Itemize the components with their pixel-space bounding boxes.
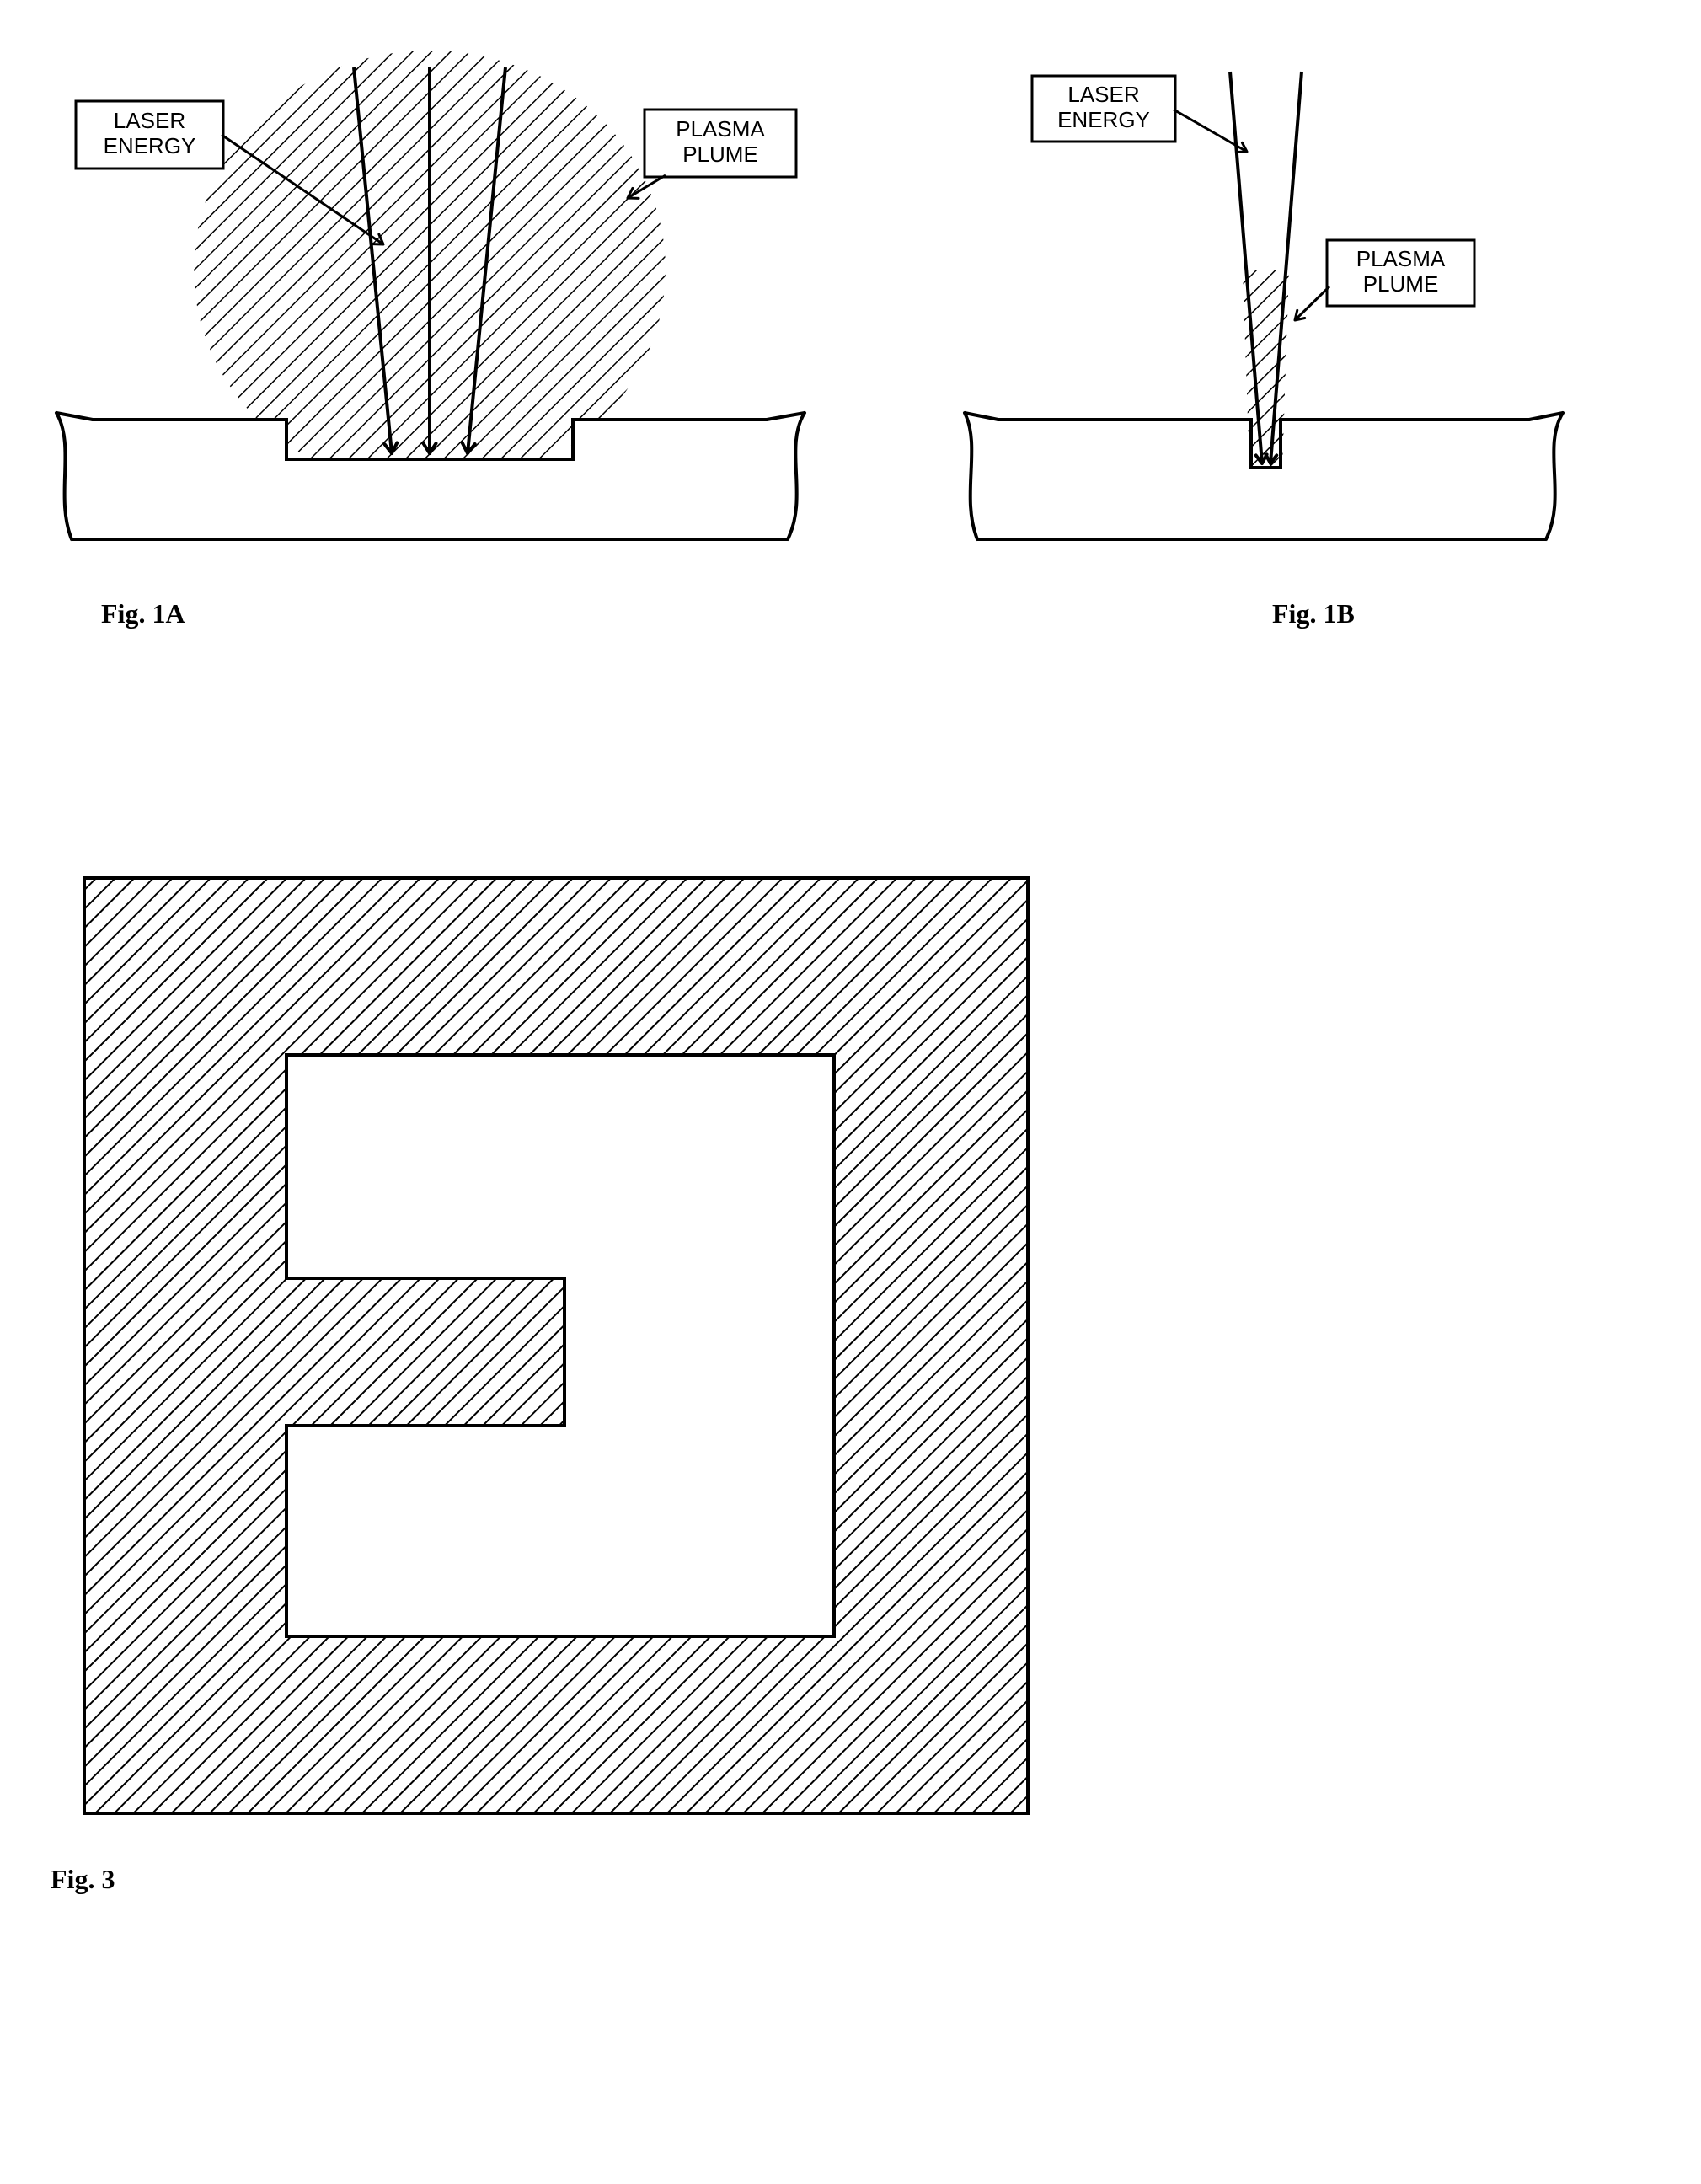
figure-1a: LASERENERGY PLASMAPLUME Fig. 1A bbox=[51, 51, 809, 629]
fig3-caption: Fig. 3 bbox=[51, 1864, 1651, 1895]
figure-1b: LASERENERGY PLASMAPLUME Fig. 1B bbox=[960, 51, 1567, 629]
fig1b-svg: LASERENERGY PLASMAPLUME bbox=[960, 51, 1567, 573]
fig1b-caption: Fig. 1B bbox=[1272, 598, 1567, 629]
svg-text:PLASMAPLUME: PLASMAPLUME bbox=[1356, 246, 1446, 297]
svg-text:LASERENERGY: LASERENERGY bbox=[104, 108, 196, 158]
fig1a-caption: Fig. 1A bbox=[101, 598, 809, 629]
figure-3: Fig. 3 bbox=[51, 865, 1651, 1895]
svg-text:LASERENERGY: LASERENERGY bbox=[1057, 82, 1150, 132]
svg-text:PLASMAPLUME: PLASMAPLUME bbox=[676, 116, 765, 167]
fig1a-svg: LASERENERGY PLASMAPLUME bbox=[51, 51, 809, 573]
fig3-svg bbox=[51, 865, 1062, 1843]
